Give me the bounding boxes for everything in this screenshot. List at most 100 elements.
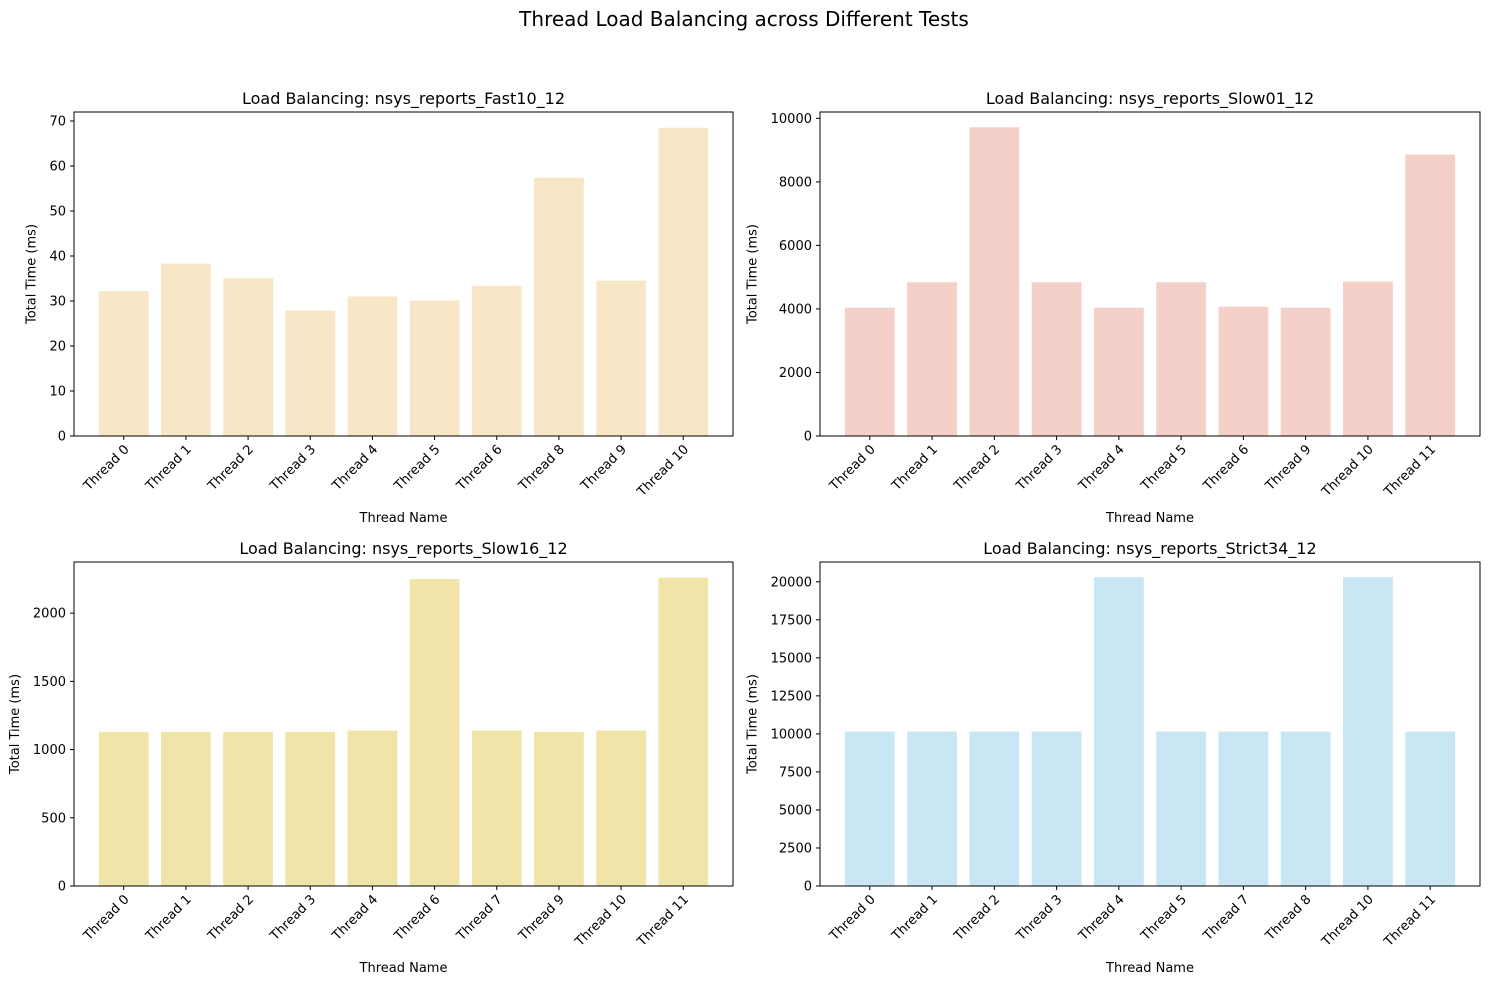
x-tick-label: Thread 3	[1013, 892, 1065, 944]
axes-frame	[73, 111, 734, 437]
y-tick-label: 50	[49, 205, 66, 220]
y-tick-label: 10000	[771, 112, 812, 127]
x-tick-label: Thread 5	[1138, 442, 1190, 494]
bar-thread-6	[471, 285, 522, 436]
x-axis-label: Thread Name	[359, 961, 448, 976]
x-tick-label: Thread 11	[1381, 892, 1439, 950]
x-tick-label: Thread 8	[1262, 892, 1314, 944]
figure-title: Thread Load Balancing across Different T…	[518, 7, 969, 31]
y-tick-label: 500	[41, 811, 66, 826]
bar-thread-10	[1343, 577, 1393, 886]
x-tick-label: Thread 4	[329, 892, 381, 944]
bar-thread-9	[596, 280, 646, 436]
x-axis-label: Thread Name	[1105, 961, 1194, 976]
bar-thread-10	[596, 730, 646, 886]
x-tick-label: Thread 7	[1200, 892, 1252, 944]
x-axis-label: Thread Name	[359, 511, 448, 526]
bar-thread-1	[907, 731, 957, 886]
chart-title: Load Balancing: nsys_reports_Fast10_12	[242, 89, 565, 109]
x-tick-label: Thread 1	[143, 442, 195, 494]
bar-thread-5	[1156, 282, 1207, 436]
bar-thread-7	[1218, 731, 1269, 886]
x-tick-label: Thread 4	[329, 442, 381, 494]
bar-thread-0	[844, 307, 895, 436]
bar-thread-6	[1218, 306, 1269, 436]
x-tick-label: Thread 4	[1075, 892, 1127, 944]
x-tick-label: Thread 10	[1319, 892, 1377, 950]
y-axis-label: Total Time (ms)	[746, 224, 761, 325]
x-tick-label: Thread 3	[1013, 442, 1065, 494]
y-tick-label: 5000	[779, 803, 812, 818]
bar-thread-3	[285, 310, 336, 436]
x-tick-label: Thread 1	[143, 892, 195, 944]
x-tick-label: Thread 5	[1138, 892, 1190, 944]
y-tick-label: 4000	[779, 302, 812, 317]
y-tick-label: 7500	[779, 765, 812, 780]
chart-panel-2: 0 500 1000 1500 2000 Thread 0 Thread 1 Thread 2…	[8, 539, 734, 976]
chart-panel-3: 0 2500 5000 7500 10000 12500 15000 17500 20000 Th…	[746, 539, 1481, 976]
y-tick-label: 0	[804, 880, 812, 895]
y-tick-label: 60	[49, 160, 66, 175]
y-tick-label: 70	[49, 115, 66, 130]
x-tick-label: Thread 9	[578, 442, 630, 494]
bar-thread-8	[1280, 731, 1331, 886]
bar-thread-2	[223, 731, 273, 886]
bar-thread-9	[1280, 307, 1331, 436]
x-axis-label: Thread Name	[1105, 511, 1194, 526]
x-tick-label: Thread 0	[80, 442, 132, 494]
chart-title: Load Balancing: nsys_reports_Strict34_12	[983, 539, 1316, 559]
bar-thread-5	[409, 300, 460, 436]
chart-title: Load Balancing: nsys_reports_Slow01_12	[986, 89, 1314, 109]
y-tick-label: 17500	[771, 613, 812, 628]
bar-thread-9	[534, 731, 584, 886]
bar-thread-5	[1156, 731, 1207, 886]
x-tick-label: Thread 0	[826, 892, 878, 944]
bar-thread-10	[658, 127, 709, 436]
bar-thread-11	[658, 577, 709, 886]
bar-thread-4	[347, 730, 398, 886]
bar-thread-4	[1093, 577, 1144, 886]
y-tick-label: 0	[804, 430, 812, 445]
bar-thread-0	[98, 731, 149, 886]
x-tick-label: Thread 2	[205, 892, 257, 944]
axes-frame	[73, 561, 734, 887]
bar-thread-4	[1093, 307, 1144, 436]
bar-thread-1	[161, 731, 211, 886]
bar-thread-3	[285, 731, 336, 886]
y-tick-label: 2000	[779, 366, 812, 381]
x-tick-label: Thread 9	[516, 892, 568, 944]
y-axis-label: Total Time (ms)	[24, 224, 39, 325]
y-tick-label: 12500	[771, 689, 812, 704]
y-tick-label: 15000	[771, 651, 812, 666]
x-tick-label: Thread 6	[391, 892, 443, 944]
bar-thread-4	[347, 296, 398, 436]
x-tick-label: Thread 2	[205, 442, 257, 494]
y-tick-label: 10	[49, 385, 66, 400]
bar-thread-1	[907, 282, 957, 436]
x-tick-label: Thread 2	[951, 442, 1003, 494]
x-tick-label: Thread 5	[391, 442, 443, 494]
bar-thread-0	[98, 291, 149, 436]
y-tick-label: 10000	[771, 727, 812, 742]
y-tick-label: 2000	[33, 607, 66, 622]
x-tick-label: Thread 1	[889, 442, 941, 494]
y-tick-label: 2500	[779, 841, 812, 856]
y-tick-label: 40	[49, 250, 66, 265]
y-tick-label: 20	[49, 340, 66, 355]
x-tick-label: Thread 6	[1200, 442, 1252, 494]
bar-thread-7	[471, 730, 522, 886]
bar-thread-2	[969, 127, 1020, 436]
axes-frame	[819, 111, 1481, 437]
x-tick-label: Thread 8	[516, 442, 568, 494]
x-tick-label: Thread 6	[453, 442, 505, 494]
y-tick-label: 0	[58, 880, 66, 895]
chart-title: Load Balancing: nsys_reports_Slow16_12	[239, 539, 567, 559]
x-tick-label: Thread 1	[889, 892, 941, 944]
x-tick-label: Thread 0	[826, 442, 878, 494]
x-tick-label: Thread 10	[634, 442, 692, 500]
y-tick-label: 8000	[779, 175, 812, 190]
x-tick-label: Thread 2	[951, 892, 1003, 944]
x-tick-label: Thread 10	[1319, 442, 1377, 500]
